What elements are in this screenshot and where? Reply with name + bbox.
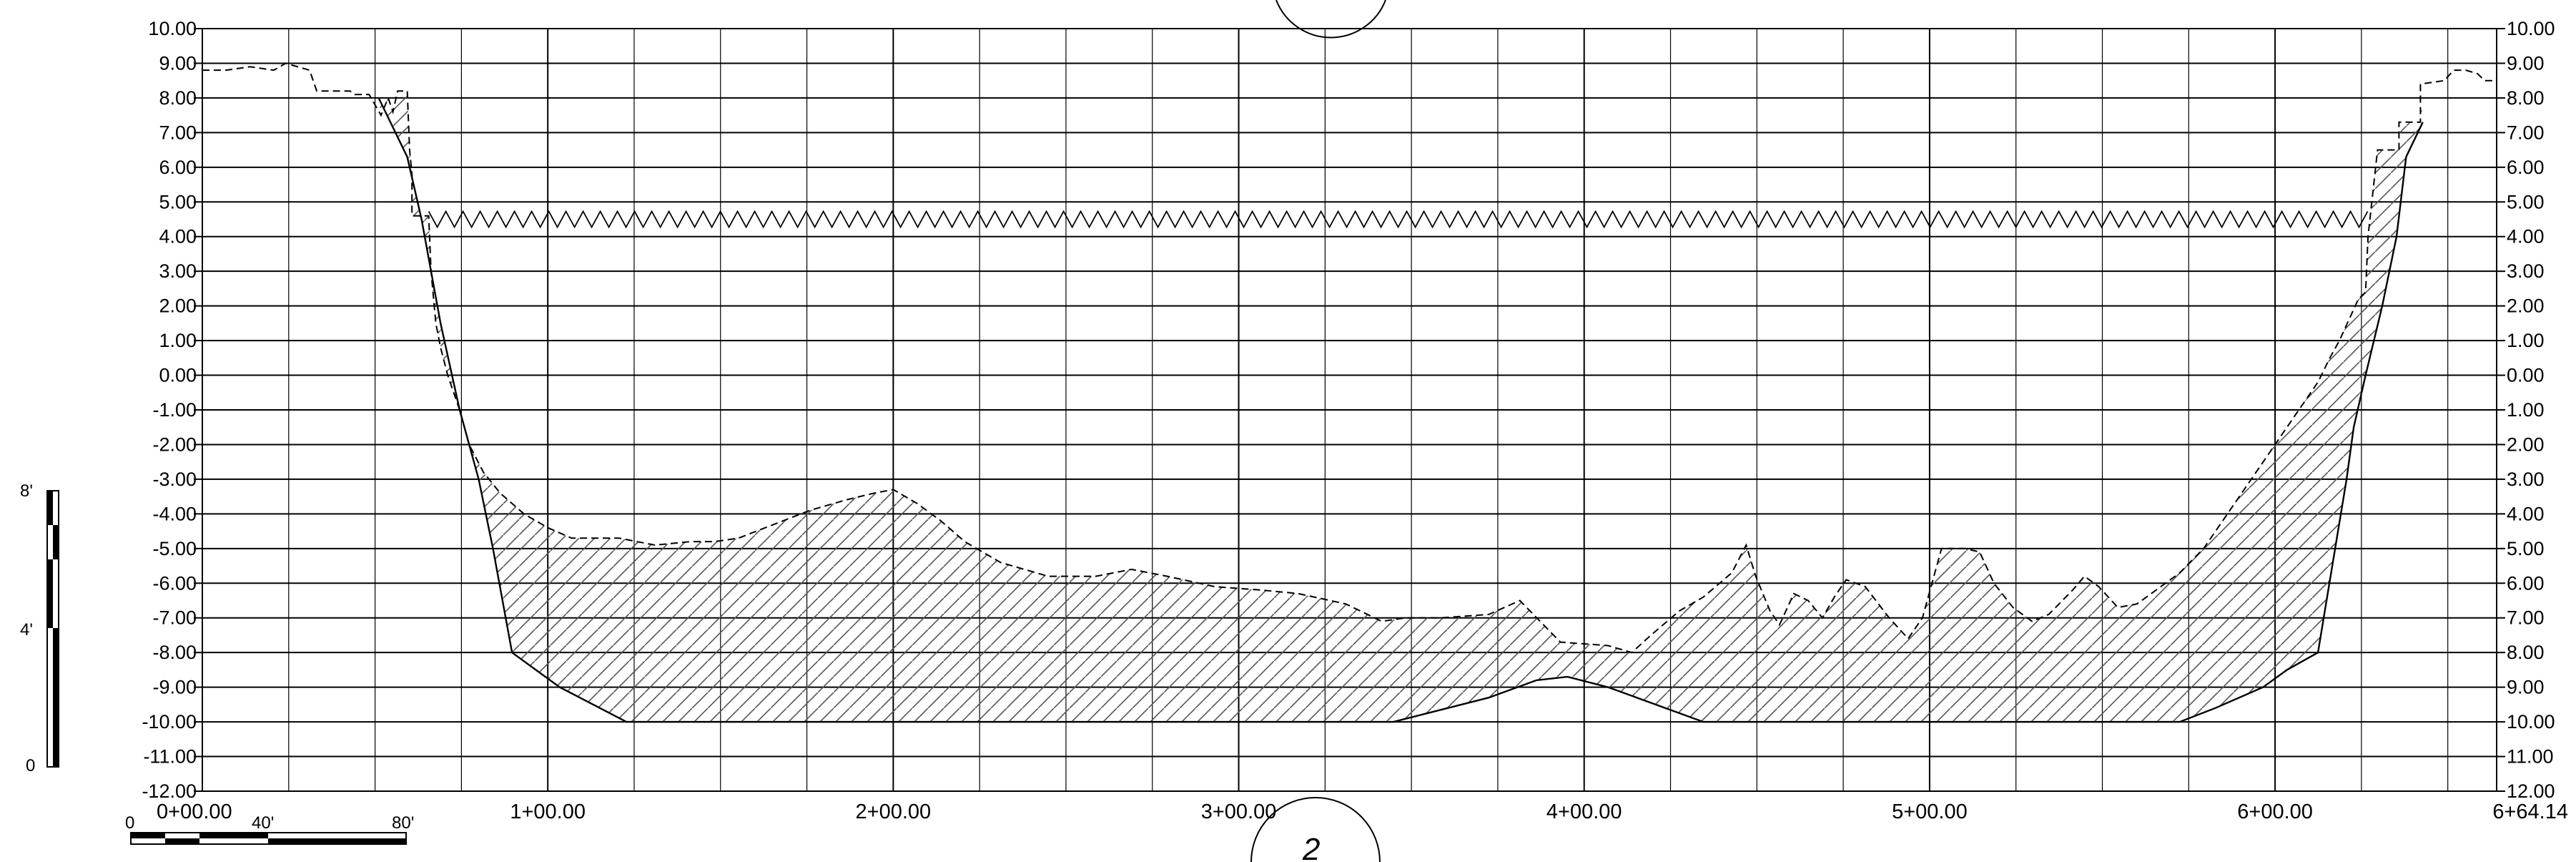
vscale-label-8: 8' bbox=[20, 481, 33, 501]
water-surface-symbol bbox=[428, 210, 2369, 229]
y-tick-label-left: -3.00 bbox=[152, 469, 197, 490]
scale-label-0: 0 bbox=[125, 813, 134, 833]
y-tick-label-right: 9.00 bbox=[2507, 677, 2545, 698]
y-tick-label-right: 2.00 bbox=[2507, 295, 2545, 317]
y-tick-label-left: 1.00 bbox=[159, 330, 197, 351]
existing-ground-line bbox=[202, 62, 2497, 654]
y-tick-label-left: -8.00 bbox=[152, 642, 197, 663]
y-tick-label-left: 9.00 bbox=[159, 52, 197, 74]
hatch-area bbox=[378, 84, 2423, 723]
y-tick-label-left: 5.00 bbox=[159, 191, 197, 212]
x-tick-label: 2+00.00 bbox=[856, 800, 932, 823]
station-callout-top bbox=[1275, 0, 1386, 39]
x-tick-label: 1+00.00 bbox=[510, 800, 586, 823]
vscale-label-4: 4' bbox=[20, 620, 33, 640]
y-tick-label-left: 2.00 bbox=[159, 295, 197, 317]
station-callout-bottom: 2 bbox=[1250, 797, 1381, 862]
y-tick-label-left: -12.00 bbox=[142, 780, 197, 802]
y-tick-label-left: 3.00 bbox=[159, 260, 197, 282]
y-tick-label-left: -9.00 bbox=[152, 677, 197, 698]
y-tick-label-right: 3.00 bbox=[2507, 260, 2545, 282]
x-tick-label: 5+00.00 bbox=[1892, 800, 1968, 823]
y-tick-label-left: 8.00 bbox=[159, 87, 197, 109]
x-tick-label: 3+00.00 bbox=[1201, 800, 1277, 823]
profile-lines bbox=[202, 62, 2497, 723]
y-axis-left-labels: 10.00 9.00 8.00 7.00 6.00 5.00 4.00 3.00 2.00 1.0… bbox=[142, 18, 197, 802]
vscale-label-0: 0 bbox=[26, 756, 35, 775]
y-tick-label-right: 1.00 bbox=[2507, 399, 2545, 421]
x-tick-label: 0+00.00 bbox=[157, 800, 232, 823]
y-tick-label-left: 10.00 bbox=[148, 18, 197, 39]
y-tick-label-left: -5.00 bbox=[152, 538, 197, 559]
y-tick-label-left: -11.00 bbox=[143, 746, 197, 768]
cut-fill-hatch bbox=[378, 84, 2423, 723]
y-tick-label-right: 5.00 bbox=[2507, 191, 2545, 212]
y-tick-label-right: 6.00 bbox=[2507, 572, 2545, 594]
y-tick-label-right: 11.00 bbox=[2507, 746, 2554, 768]
y-tick-label-right: 9.00 bbox=[2507, 52, 2545, 74]
y-tick-label-left: 4.00 bbox=[159, 226, 197, 248]
y-tick-label-left: -6.00 bbox=[152, 572, 197, 594]
x-tick-label: 6+64.14 bbox=[2492, 800, 2568, 823]
y-tick-label-right: 1.00 bbox=[2507, 330, 2545, 351]
y-tick-label-right: 6.00 bbox=[2507, 157, 2545, 178]
y-tick-label-left: -7.00 bbox=[152, 607, 197, 629]
y-tick-label-left: -1.00 bbox=[152, 399, 197, 421]
x-tick-label: 6+00.00 bbox=[2237, 800, 2313, 823]
scale-label-40: 40' bbox=[252, 813, 274, 833]
station-callout-number: 2 bbox=[1302, 832, 1320, 862]
y-tick-label-right: 12.00 bbox=[2507, 780, 2555, 802]
x-tick-label: 4+00.00 bbox=[1546, 800, 1622, 823]
y-tick-label-right: 10.00 bbox=[2507, 711, 2555, 733]
water-surface-zigzag bbox=[428, 210, 2369, 229]
y-tick-label-right: 3.00 bbox=[2507, 469, 2545, 490]
y-tick-label-right: 5.00 bbox=[2507, 538, 2545, 559]
y-tick-label-left: 7.00 bbox=[159, 122, 197, 143]
y-tick-label-right: 4.00 bbox=[2507, 226, 2545, 248]
y-tick-label-right: 10.00 bbox=[2507, 18, 2555, 39]
y-tick-label-left: -2.00 bbox=[152, 434, 197, 455]
y-tick-label-left: -10.00 bbox=[142, 711, 197, 733]
horizontal-scale-bar: 0 40' 80' bbox=[125, 813, 414, 845]
y-tick-label-right: 4.00 bbox=[2507, 503, 2545, 524]
x-axis-labels: 0+00.00 1+00.00 2+00.00 3+00.00 4+00.00 5+00.… bbox=[157, 800, 2568, 823]
vertical-scale-bar: 8' 4' 0 bbox=[20, 481, 59, 775]
y-tick-label-right: 2.00 bbox=[2507, 434, 2545, 455]
y-tick-label-left: 6.00 bbox=[159, 157, 197, 178]
y-tick-label-left: 0.00 bbox=[159, 365, 197, 386]
y-tick-label-right: 8.00 bbox=[2507, 87, 2545, 109]
y-axis-right-labels: 10.00 9.00 8.00 7.00 6.00 5.00 4.00 3.00 2.00 1.0… bbox=[2507, 18, 2555, 802]
design-section-line bbox=[377, 97, 2424, 723]
y-tick-label-right: 8.00 bbox=[2507, 642, 2545, 663]
scale-label-80: 80' bbox=[392, 813, 414, 833]
y-tick-label-right: 7.00 bbox=[2507, 122, 2545, 143]
y-tick-label-right: 7.00 bbox=[2507, 607, 2545, 629]
y-tick-label-left: -4.00 bbox=[152, 503, 197, 524]
y-tick-label-right: 0.00 bbox=[2507, 365, 2545, 386]
